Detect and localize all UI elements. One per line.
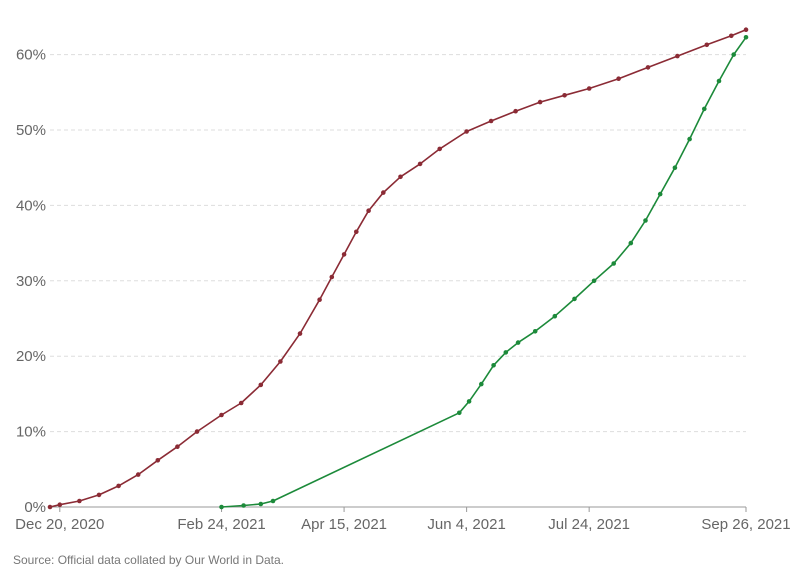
data-point-1: [135, 472, 141, 477]
y-tick-label: 40%: [16, 197, 46, 214]
data-point-1: [645, 65, 651, 70]
x-tick-label: Jun 4, 2021: [427, 516, 505, 533]
data-point-1: [155, 458, 161, 463]
data-point-1: [586, 86, 592, 91]
data-point-2: [503, 350, 509, 355]
data-point-1: [258, 382, 264, 388]
data-point-2: [457, 410, 462, 416]
data-point-2: [657, 191, 663, 197]
data-point-2: [628, 240, 634, 246]
grid-lines: [50, 54, 746, 433]
y-axis-labels: 0% 10% 20% 30% 40% 50% 60%: [16, 47, 46, 516]
data-point-1: [175, 444, 180, 450]
data-point-1: [562, 93, 567, 98]
data-point-1: [398, 174, 403, 180]
data-point-1: [341, 252, 347, 257]
y-tick-label: 0%: [24, 499, 46, 516]
data-point-1: [537, 99, 543, 105]
data-point-2: [731, 52, 736, 57]
data-point-1: [47, 504, 53, 510]
x-tick-label: Sep 26, 2021: [701, 516, 790, 533]
data-point-2: [591, 278, 597, 284]
y-tick-label: 10%: [16, 424, 46, 441]
data-point-2: [687, 136, 692, 142]
data-point-2: [643, 218, 648, 223]
data-point-1: [513, 108, 518, 114]
data-point-2: [716, 78, 722, 84]
data-point-2: [466, 399, 472, 404]
data-point-2: [611, 261, 616, 266]
data-point-2: [515, 340, 521, 345]
data-point-1: [57, 502, 63, 508]
series-line-2: [221, 36, 747, 508]
source-note: Source: Official data collated by Our Wo…: [13, 553, 285, 567]
x-tick-label: Feb 24, 2021: [177, 516, 265, 533]
x-tick-label: Dec 20, 2020: [15, 516, 104, 533]
data-point-1: [238, 400, 244, 406]
y-tick-label: 50%: [16, 122, 46, 139]
data-point-1: [219, 412, 224, 418]
x-axis: Dec 20, 2020 Feb 24, 2021 Apr 15, 2021 Jun …: [15, 506, 791, 533]
data-point-2: [479, 381, 484, 387]
series-group: [47, 27, 749, 510]
data-point-2: [241, 503, 246, 508]
data-point-2: [270, 498, 276, 504]
data-point-1: [116, 483, 121, 489]
data-point-2: [532, 329, 538, 334]
data-point-1: [366, 208, 371, 213]
data-point-1: [297, 331, 303, 336]
y-tick-label: 60%: [16, 47, 46, 64]
data-point-1: [616, 76, 621, 81]
data-point-1: [417, 161, 423, 167]
y-tick-label: 20%: [16, 348, 46, 365]
data-point-1: [729, 33, 734, 39]
data-point-1: [278, 359, 283, 364]
data-point-1: [329, 274, 335, 280]
data-point-2: [572, 296, 577, 302]
data-point-2: [743, 35, 749, 40]
x-tick-label: Jul 24, 2021: [548, 516, 630, 533]
data-point-1: [96, 492, 102, 498]
data-point-2: [491, 363, 496, 368]
data-point-2: [219, 504, 224, 510]
data-point-1: [194, 429, 200, 434]
data-point-1: [354, 229, 359, 235]
data-point-1: [464, 129, 469, 134]
data-point-1: [675, 53, 680, 59]
data-point-2: [702, 106, 707, 112]
data-point-1: [437, 146, 443, 152]
data-point-1: [381, 190, 386, 195]
data-point-1: [704, 42, 710, 48]
x-tick-label: Apr 15, 2021: [301, 516, 387, 533]
series-line-1: [49, 28, 747, 508]
data-point-1: [77, 498, 82, 504]
data-point-2: [672, 165, 678, 170]
data-point-1: [488, 118, 494, 124]
y-tick-label: 30%: [16, 273, 46, 290]
data-point-2: [258, 501, 264, 507]
data-point-2: [552, 313, 558, 319]
data-point-1: [743, 27, 749, 32]
data-point-1: [317, 297, 322, 303]
